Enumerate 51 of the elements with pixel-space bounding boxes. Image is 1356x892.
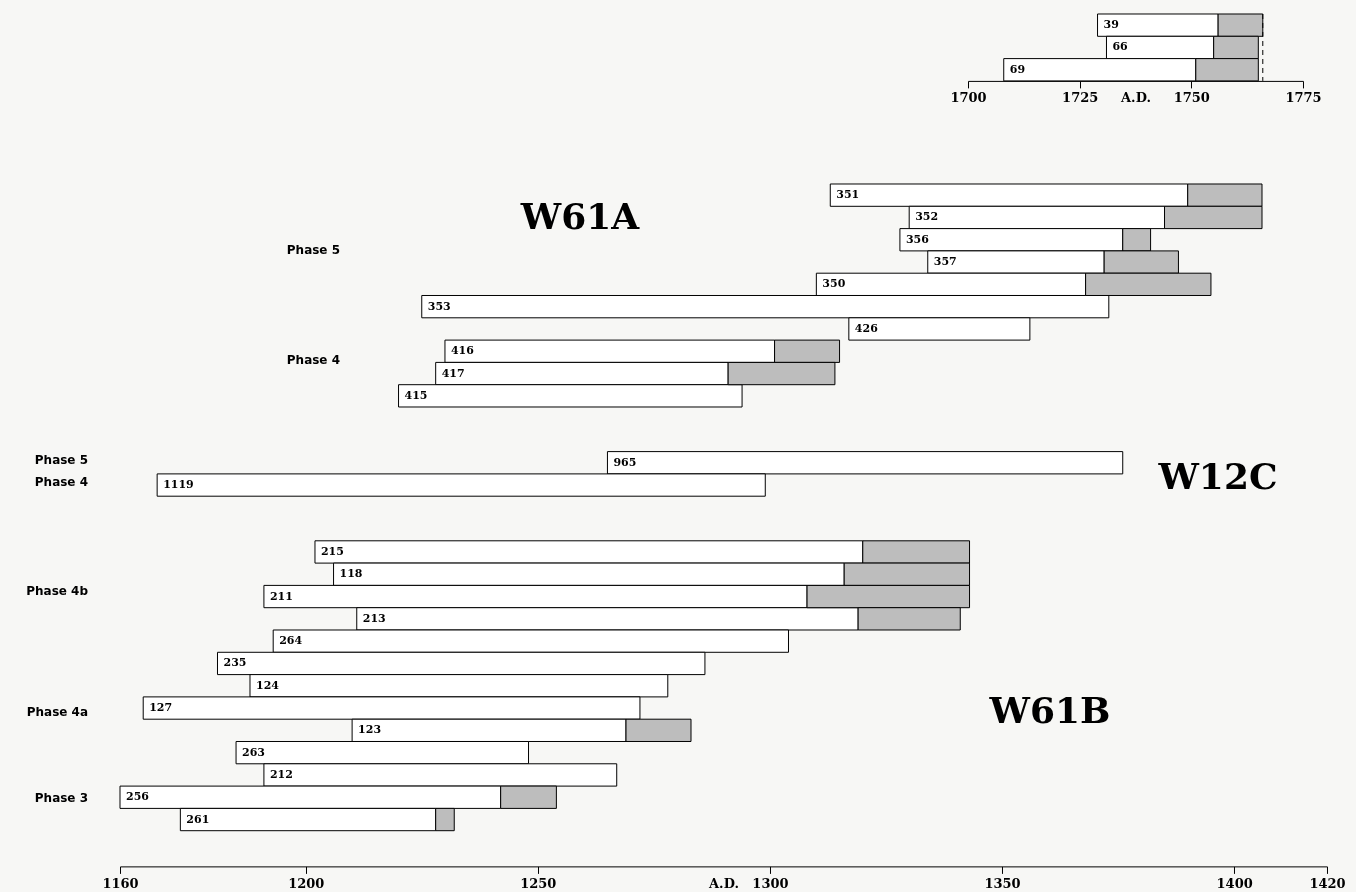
text: Phase 4b [26, 584, 89, 598]
y-tick-label: 256 [126, 790, 150, 804]
y-tick-label: 417 [441, 366, 465, 380]
y-tick-label: 261 [186, 812, 210, 826]
y-tick-label: 350 [822, 277, 846, 291]
y-tick-label: 357 [933, 255, 957, 269]
x-tick-label: 1250 [520, 875, 557, 891]
x-tick-label: 1200 [288, 875, 325, 891]
annotation: W12C [1157, 455, 1278, 497]
text: Phase 4 [34, 475, 88, 489]
y-tick-label: 264 [279, 634, 303, 648]
x-tick-label: 1300 [752, 875, 789, 891]
x-tick-label: 1700 [950, 90, 987, 106]
y-tick-label: 213 [362, 611, 386, 625]
y-tick-label: 263 [242, 745, 265, 759]
y-tick-label: 356 [905, 232, 930, 246]
y-tick-label: 965 [613, 455, 637, 469]
annotation: W61A [519, 195, 641, 237]
text: Phase 5 [34, 453, 88, 467]
y-tick-label: 123 [358, 723, 382, 737]
annotation: W61B [988, 689, 1111, 731]
y-tick-label: 212 [269, 767, 293, 781]
y-tick-label: 352 [915, 210, 939, 224]
y-tick-label: 426 [854, 321, 879, 335]
y-tick-label: 66 [1112, 40, 1129, 54]
x-axis-title: A.D. [1120, 90, 1151, 106]
annotation: Phase 5 [286, 243, 340, 257]
x-tick-label: 1775 [1285, 90, 1322, 106]
y-tick-label: 118 [339, 567, 363, 581]
y-tick-label: 353 [427, 299, 451, 313]
y-tick-label: 415 [404, 388, 428, 402]
y-tick-label: 235 [223, 656, 247, 670]
x-tick-label: 1350 [984, 875, 1021, 891]
x-tick-label: 1400 [1216, 875, 1253, 891]
text: Phase 4a [26, 705, 88, 719]
y-tick-label: 215 [320, 544, 344, 558]
x-tick-label: 1725 [1062, 90, 1099, 106]
y-tick-label: 124 [255, 678, 280, 692]
x-tick-label: 1420 [1309, 875, 1346, 891]
y-tick-label: 416 [450, 344, 475, 358]
y-tick-label: 69 [1009, 62, 1026, 76]
y-tick-label: 211 [269, 589, 293, 603]
y-tick-label: 351 [836, 188, 860, 202]
x-tick-label: 1750 [1173, 90, 1210, 106]
x-axis-title: A.D. [708, 875, 739, 891]
y-tick-label: 39 [1103, 18, 1119, 32]
y-tick-label: 127 [149, 701, 173, 715]
x-tick-label: 1160 [102, 875, 139, 891]
y-tick-label: 1119 [163, 478, 194, 492]
text: Phase 3 [34, 791, 88, 805]
annotation: Phase 4 [286, 353, 340, 367]
